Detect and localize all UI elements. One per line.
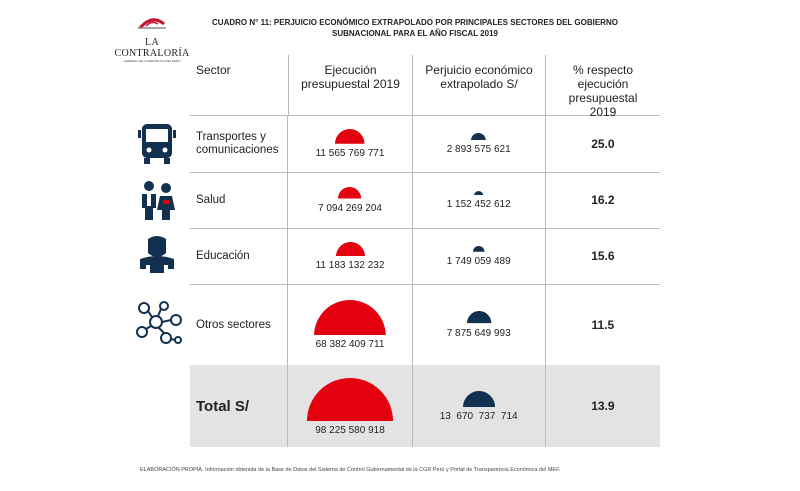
footnote: ELABORACIÓN PROPIA. Información obtenida… bbox=[140, 467, 561, 473]
bus-icon bbox=[138, 124, 176, 164]
sector-name: Total S/ bbox=[196, 397, 250, 415]
page-title: CUADRO N° 11: PERJUICIO ECONÓMICO EXTRAP… bbox=[205, 17, 625, 39]
network-icon bbox=[136, 301, 182, 344]
porcentaje-value: 15.6 bbox=[544, 228, 660, 284]
header-ejecucion: Ejecución presupuestal 2019 bbox=[288, 55, 412, 115]
ejecucion-value: 98 225 580 918 bbox=[315, 424, 385, 436]
perjuicio-cell: 1 152 452 612 bbox=[411, 172, 545, 228]
porcentaje-value: 16.2 bbox=[544, 172, 660, 228]
table-row: Educación 11 183 132 232 1 749 059 489 1… bbox=[190, 228, 660, 285]
table-row: Salud 7 094 269 204 1 152 452 612 16.2 bbox=[190, 172, 660, 229]
table-row: Otros sectores 68 382 409 711 7 875 649 … bbox=[190, 284, 660, 366]
ejecucion-semicircle bbox=[334, 128, 366, 144]
logo: LA CONTRALORÍA GENERAL DE LA REPÚBLICA D… bbox=[112, 10, 192, 63]
ejecucion-value: 7 094 269 204 bbox=[318, 202, 382, 214]
logo-name: LA CONTRALORÍA bbox=[114, 37, 190, 59]
porcentaje-value: 25.0 bbox=[544, 115, 660, 172]
teacher-icon bbox=[140, 236, 174, 273]
perjuicio-value: 1 749 059 489 bbox=[446, 255, 511, 267]
ejecucion-semicircle bbox=[306, 377, 394, 421]
ejecucion-value: 11 183 132 232 bbox=[315, 260, 385, 272]
ejecucion-cell: 7 094 269 204 bbox=[287, 172, 411, 228]
perjuicio-semicircle bbox=[462, 390, 496, 408]
perjuicio-value: 1 152 452 612 bbox=[446, 199, 511, 211]
perjuicio-cell: 7 875 649 993 bbox=[411, 284, 545, 365]
ejecucion-value: 68 382 409 711 bbox=[315, 339, 385, 351]
perjuicio-value: 13 670 737 714 bbox=[439, 411, 518, 423]
sector-name: Salud bbox=[196, 194, 226, 206]
perjuicio-value: 2 893 575 621 bbox=[446, 144, 511, 156]
table-header: Sector Ejecución presupuestal 2019 Perju… bbox=[190, 55, 660, 119]
ejecucion-semicircle bbox=[337, 186, 362, 199]
ejecucion-cell: 11 565 769 771 bbox=[287, 115, 411, 172]
title-line-2: SUBNACIONAL PARA EL AÑO FISCAL 2019 bbox=[332, 29, 498, 38]
title-line-1: CUADRO N° 11: PERJUICIO ECONÓMICO EXTRAP… bbox=[212, 18, 618, 27]
logo-emblem-icon bbox=[138, 18, 166, 30]
perjuicio-cell: 2 893 575 621 bbox=[411, 115, 545, 172]
sector-name: Otros sectores bbox=[196, 318, 271, 331]
ejecucion-value: 11 565 769 771 bbox=[315, 147, 385, 159]
porcentaje-value: 13.9 bbox=[544, 365, 660, 447]
header-porcentaje: % respecto ejecución presupuestal 2019 bbox=[545, 55, 660, 119]
perjuicio-semicircle bbox=[470, 132, 487, 141]
header-perjuicio: Perjuicio económico extrapolado S/ bbox=[412, 55, 545, 115]
ejecucion-semicircle bbox=[335, 241, 366, 257]
ejecucion-cell: 98 225 580 918 bbox=[287, 365, 411, 447]
ejecucion-cell: 68 382 409 711 bbox=[287, 284, 411, 365]
perjuicio-semicircle bbox=[472, 245, 485, 252]
sector-name: Transportes y comunicaciones bbox=[196, 130, 279, 156]
logo-subtitle: GENERAL DE LA REPÚBLICA DEL PERÚ bbox=[123, 59, 181, 63]
total-row: Total S/ 98 225 580 918 13 670 737 714 1… bbox=[190, 365, 660, 447]
perjuicio-semicircle bbox=[473, 190, 484, 196]
perjuicio-value: 7 875 649 993 bbox=[446, 327, 511, 339]
table-row: Transportes y comunicaciones 11 565 769 … bbox=[190, 115, 660, 173]
perjuicio-cell: 1 749 059 489 bbox=[411, 228, 545, 284]
perjuicio-semicircle bbox=[466, 310, 492, 324]
porcentaje-value: 11.5 bbox=[544, 284, 660, 365]
ejecucion-cell: 11 183 132 232 bbox=[287, 228, 411, 284]
ejecucion-semicircle bbox=[313, 299, 387, 336]
health-people-icon bbox=[142, 181, 175, 220]
header-sector: Sector bbox=[196, 63, 231, 77]
sector-name: Educación bbox=[196, 250, 250, 262]
perjuicio-cell: 13 670 737 714 bbox=[411, 365, 545, 447]
